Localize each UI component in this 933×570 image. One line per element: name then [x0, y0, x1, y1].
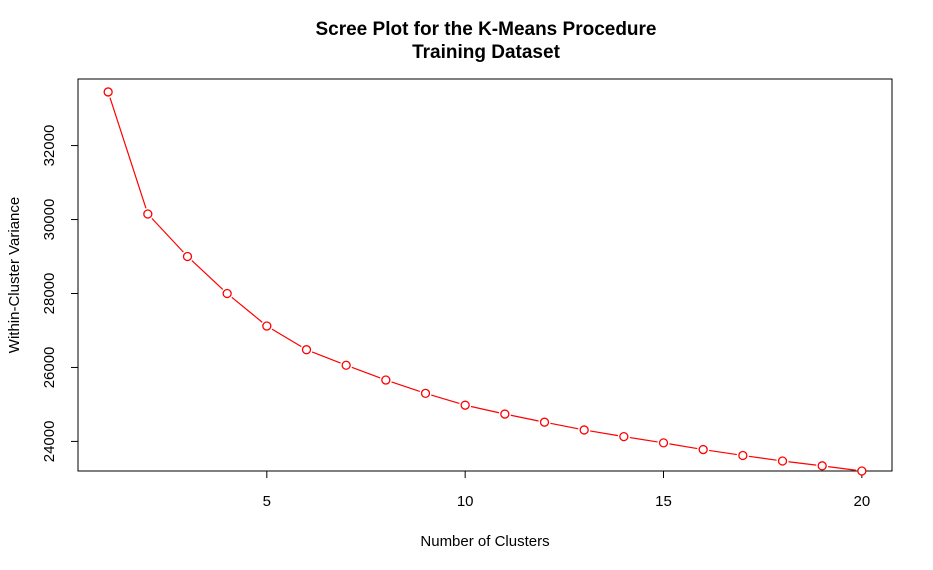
series-line-segment	[510, 414, 539, 422]
data-point	[777, 456, 788, 466]
y-axis-label: Within-Cluster Variance	[6, 197, 23, 353]
series-line-segment	[828, 466, 856, 471]
x-tick-label: 15	[655, 493, 672, 510]
y-tick-label: 28000	[41, 273, 58, 315]
data-point	[262, 321, 272, 331]
chart-title: Scree Plot for the K-Means Procedure	[315, 19, 656, 40]
series-line-segment	[191, 260, 224, 290]
series-line-segment	[788, 461, 817, 466]
data-point	[539, 417, 550, 427]
series-line-segment	[470, 405, 500, 414]
data-point	[857, 466, 867, 476]
x-tick-label: 20	[854, 493, 871, 510]
series-line-segment	[550, 422, 579, 430]
data-point	[658, 438, 669, 448]
data-point	[182, 251, 193, 262]
data-point	[420, 388, 431, 398]
x-axis-label: Number of Clusters	[420, 533, 549, 550]
data-point	[222, 288, 232, 299]
series-line-segment	[151, 217, 184, 253]
series-line-segment	[669, 443, 698, 450]
data-point	[143, 209, 153, 219]
data-point	[817, 461, 827, 471]
x-axis: 5 10 15 20	[263, 471, 871, 510]
data-point	[619, 431, 629, 442]
data-point	[103, 87, 113, 97]
data-point	[460, 400, 470, 410]
y-tick-label: 24000	[41, 421, 58, 463]
series-line-segment	[109, 97, 147, 209]
series-line-segment	[351, 366, 381, 379]
x-tick-label: 5	[263, 493, 271, 510]
data-point	[579, 425, 589, 435]
data-point	[500, 409, 510, 419]
series-line-segment	[589, 430, 619, 437]
series-line-segment	[231, 296, 263, 323]
series-line-segment	[748, 455, 777, 461]
y-tick-label: 30000	[41, 199, 58, 241]
plot-frame	[77, 78, 893, 472]
data-point	[301, 345, 312, 355]
series-line-segment	[431, 394, 460, 405]
series-line-segment	[709, 449, 738, 456]
data-point	[381, 375, 391, 385]
x-tick-label: 10	[457, 493, 474, 510]
y-tick-label: 32000	[41, 125, 58, 167]
series-line-segment	[311, 351, 341, 364]
data-point	[698, 444, 708, 455]
y-tick-label: 26000	[41, 347, 58, 389]
y-axis: 24000 26000 28000 30000 32000	[41, 125, 78, 463]
series-line-group	[109, 97, 856, 471]
chart-subtitle: Training Dataset	[412, 42, 560, 63]
data-point	[341, 360, 351, 370]
series-line-segment	[391, 381, 420, 392]
data-point	[738, 450, 748, 461]
series-line-segment	[271, 328, 302, 348]
series-line-segment	[629, 436, 658, 443]
data-points	[103, 87, 867, 476]
